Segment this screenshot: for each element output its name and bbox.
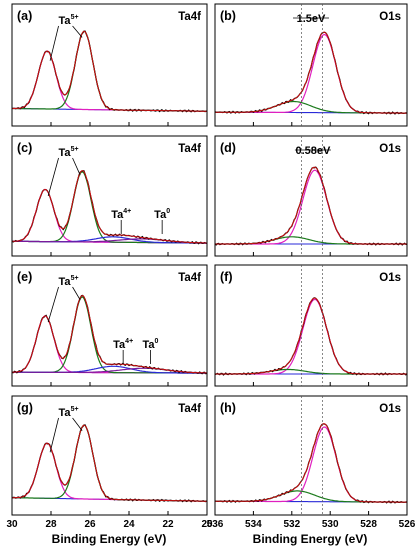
peak-ta5_high	[12, 50, 207, 112]
panel-d: (d) O1s 0.58eV	[214, 135, 408, 257]
fit-envelope	[215, 166, 407, 245]
annotation-label: Ta0	[142, 338, 158, 351]
plot-area	[12, 294, 207, 375]
peak-o_lattice	[215, 33, 407, 114]
region-label: Ta4f	[178, 403, 201, 415]
panel-frame	[11, 395, 208, 516]
region-label: Ta4f	[178, 11, 201, 23]
fit-envelope	[215, 423, 407, 503]
plot-area	[215, 423, 407, 504]
plot-area	[12, 424, 207, 503]
panel-frame	[214, 395, 408, 516]
fit-envelope	[215, 297, 407, 375]
peak-o_defect	[215, 100, 407, 114]
peak-o_lattice	[215, 169, 407, 245]
annotation-label: Ta4+	[111, 208, 131, 221]
guide-lines	[301, 4, 323, 515]
shift-label: 1.5eV	[297, 13, 326, 25]
panel-label: (c)	[17, 141, 32, 155]
panel-f: (f) O1s	[214, 264, 408, 387]
tick-label: 536	[207, 519, 224, 530]
fit-envelope	[215, 31, 407, 114]
peak-o_defect	[215, 490, 407, 503]
region-label: Ta4f	[178, 143, 201, 155]
annotation-label: Ta0	[154, 208, 170, 221]
panel-frame	[214, 135, 408, 257]
panel-c: (c) Ta4f Ta5+ Ta4+ Ta0	[11, 135, 208, 257]
panel-label: (d)	[220, 141, 236, 155]
panel-label: (f)	[220, 270, 233, 284]
fit-envelope	[12, 424, 207, 502]
panels-layer: (a) Ta4f Ta5+ (b) O1s 1.5eV (c) Ta4f Ta5+ Ta4+ Ta0…	[11, 3, 408, 516]
panel-label: (h)	[220, 401, 236, 415]
peak-o_lattice	[215, 298, 407, 375]
fit-envelope	[12, 170, 207, 244]
raw-spectrum	[12, 170, 207, 245]
panel-h: (h) O1s	[214, 395, 408, 516]
region-label: O1s	[379, 272, 401, 284]
raw-spectrum	[12, 30, 207, 113]
left-x-axis-title: Binding Energy (eV)	[52, 532, 167, 546]
plot-area	[12, 30, 207, 113]
tick-label: 526	[399, 519, 416, 530]
tick-label: 30	[6, 519, 18, 530]
right-x-axis-title: Binding Energy (eV)	[253, 532, 368, 546]
tick-label: 20	[201, 519, 213, 530]
panel-b: (b) O1s 1.5eV	[214, 3, 408, 127]
plot-area	[215, 297, 407, 376]
x-axes: Binding Energy (eV) Binding Energy (eV) …	[6, 519, 415, 546]
panel-label: (e)	[17, 270, 32, 284]
fit-envelope	[12, 295, 207, 374]
raw-spectrum	[12, 424, 207, 503]
plot-area	[215, 166, 407, 246]
region-label: O1s	[379, 11, 401, 23]
tick-label: 532	[283, 519, 300, 530]
panel-g: (g) Ta4f Ta5+	[11, 395, 208, 516]
tick-label: 530	[322, 519, 339, 530]
tick-label: 24	[123, 519, 135, 530]
peak-ta5_low	[12, 424, 207, 502]
annotation-label: Ta4+	[113, 338, 133, 351]
annotation-label: Ta5+	[59, 275, 79, 288]
peak-ta5_high	[12, 442, 207, 502]
fit-envelope	[12, 30, 207, 112]
peak-ta5_low	[12, 296, 207, 374]
peak-ta5_low	[12, 171, 207, 244]
panel-e: (e) Ta4f Ta5+ Ta4+ Ta0	[11, 264, 208, 387]
tick-label: 22	[162, 519, 174, 530]
region-label: O1s	[379, 143, 401, 155]
panel-label: (b)	[220, 9, 236, 23]
annotation-label: Ta5+	[59, 406, 79, 419]
tick-label: 534	[245, 519, 262, 530]
annotation-label: Ta5+	[59, 146, 79, 159]
region-label: O1s	[379, 403, 401, 415]
plot-area	[215, 31, 407, 115]
panel-a: (a) Ta4f Ta5+	[11, 3, 208, 127]
panel-frame	[214, 3, 408, 127]
raw-spectrum	[12, 294, 207, 375]
shift-label: 0.58eV	[295, 145, 331, 157]
tick-label: 28	[45, 519, 57, 530]
tick-label: 26	[84, 519, 96, 530]
panel-frame	[11, 3, 208, 127]
panel-label: (a)	[17, 9, 32, 23]
panel-label: (g)	[17, 401, 33, 415]
raw-spectrum	[215, 166, 407, 246]
peak-o_lattice	[215, 426, 407, 503]
plot-area	[12, 170, 207, 245]
peak-ta5_low	[12, 30, 207, 112]
panel-frame	[11, 264, 208, 387]
panel-frame	[11, 135, 208, 257]
region-label: Ta4f	[178, 272, 201, 284]
raw-spectrum	[215, 297, 407, 376]
tick-label: 528	[360, 519, 377, 530]
panel-frame	[214, 264, 408, 387]
annotation-label: Ta5+	[59, 14, 79, 27]
